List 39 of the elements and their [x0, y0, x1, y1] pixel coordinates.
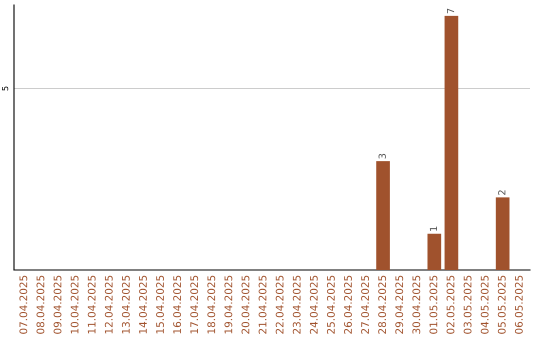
x-tick-label: 19.04.2025 — [224, 276, 232, 334]
data-label: 1 — [430, 226, 437, 231]
x-tick-label: 29.04.2025 — [395, 276, 404, 334]
x-tick-label: 27.04.2025 — [361, 276, 369, 334]
data-label: 2 — [498, 190, 506, 195]
x-tick-label: 01.05.2025 — [429, 276, 438, 334]
x-tick-label: 16.04.2025 — [173, 276, 182, 334]
x-tick-label: 13.04.2025 — [122, 276, 130, 334]
x-tick-label: 03.05.2025 — [464, 276, 472, 334]
x-tick-label: 20.04.2025 — [242, 276, 250, 334]
x-tick-label: 18.04.2025 — [207, 276, 216, 334]
x-tick-label: 05.05.2025 — [498, 276, 506, 334]
x-tick-label: 04.05.2025 — [480, 276, 489, 334]
x-tick-label: 06.05.2025 — [514, 276, 523, 334]
x-tick-label: 30.04.2025 — [412, 276, 420, 334]
x-tick-label: 23.04.2025 — [292, 276, 301, 334]
x-tick-label: 10.04.2025 — [70, 276, 79, 334]
x-tick-label: 25.04.2025 — [326, 276, 335, 334]
x-tick-label: 21.04.2025 — [258, 276, 266, 334]
data-label: 7 — [447, 8, 454, 14]
x-tick-label: 08.04.2025 — [36, 276, 44, 334]
x-tick-label: 22.04.2025 — [276, 276, 284, 334]
x-tick-label: 11.04.2025 — [88, 276, 96, 334]
x-tick-label: 26.04.2025 — [344, 276, 352, 334]
ref-line-label: 5 — [2, 86, 8, 90]
x-tick-label: 15.04.2025 — [156, 276, 164, 334]
x-tick-label: 02.05.2025 — [446, 276, 454, 334]
bar — [496, 197, 510, 270]
x-tick-label: 14.04.2025 — [139, 276, 147, 334]
x-tick-label: 24.04.2025 — [310, 276, 318, 334]
x-tick-label: 12.04.2025 — [104, 276, 113, 334]
x-tick-label: 07.04.2025 — [19, 276, 28, 334]
bar — [427, 234, 442, 270]
x-tick-label: 09.04.2025 — [54, 276, 62, 334]
data-label: 3 — [378, 154, 386, 159]
bar — [376, 161, 390, 270]
x-tick-label: 28.04.2025 — [378, 276, 386, 334]
bar — [444, 16, 458, 270]
x-tick-label: 17.04.2025 — [190, 276, 198, 334]
